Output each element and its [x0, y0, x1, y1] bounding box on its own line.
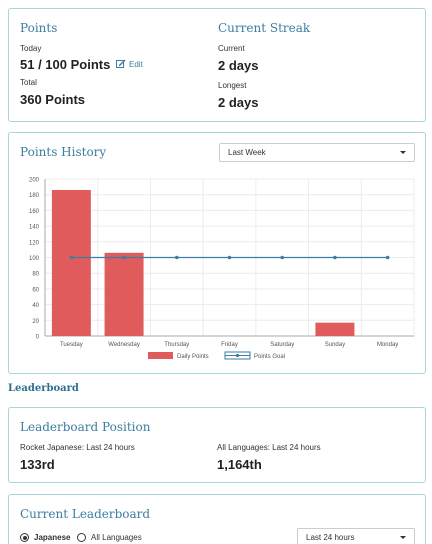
- legend-label-points-goal: Points Goal: [254, 354, 285, 360]
- goal-point: [69, 255, 74, 260]
- streak-heading: Current Streak: [218, 21, 311, 35]
- y-tick-label: 20: [32, 319, 39, 325]
- goal-point: [385, 255, 390, 260]
- y-tick-label: 80: [32, 272, 39, 278]
- edit-label: Edit: [129, 59, 143, 69]
- y-tick-label: 180: [29, 193, 40, 199]
- total-points-value: 360 Points: [20, 92, 86, 107]
- x-tick-label: Friday: [221, 342, 238, 348]
- y-tick-label: 200: [29, 178, 40, 184]
- bar: [51, 189, 91, 336]
- current-leaderboard-heading: Current Leaderboard: [20, 507, 151, 521]
- legend-goal-point: [235, 353, 240, 358]
- y-tick-label: 120: [29, 240, 40, 246]
- x-tick-label: Thursday: [164, 342, 189, 348]
- points-history-heading: Points History: [20, 145, 107, 159]
- chevron-down-icon: [400, 536, 406, 539]
- y-tick-label: 100: [29, 256, 40, 262]
- radio-japanese[interactable]: [20, 533, 29, 542]
- edit-icon: [116, 59, 126, 68]
- rocket-rank-label: Rocket Japanese: Last 24 hours: [20, 443, 135, 452]
- x-tick-label: Sunday: [325, 342, 345, 348]
- longest-streak-value: 2 days: [218, 95, 259, 110]
- current-streak-value: 2 days: [218, 58, 259, 73]
- leaderboard-section-title: Leaderboard: [8, 383, 79, 394]
- longest-streak-label: Longest: [218, 81, 247, 90]
- x-tick-label: Wednesday: [108, 342, 140, 348]
- points-heading: Points: [20, 21, 58, 35]
- history-range-value: Last Week: [228, 148, 266, 157]
- all-languages-rank-value: 1,164th: [217, 457, 262, 472]
- radio-all-languages-label: All Languages: [91, 533, 142, 542]
- goal-point: [280, 255, 285, 260]
- radio-japanese-label: Japanese: [34, 533, 71, 542]
- current-streak-label: Current: [218, 44, 245, 53]
- y-tick-label: 160: [29, 209, 40, 215]
- total-label: Total: [20, 78, 37, 87]
- history-range-select[interactable]: Last Week: [219, 143, 415, 162]
- x-tick-label: Tuesday: [60, 342, 83, 348]
- today-points-value: 51 / 100 Points: [20, 57, 111, 72]
- today-label: Today: [20, 44, 42, 53]
- leaderboard-range-value: Last 24 hours: [306, 533, 355, 542]
- legend-swatch-daily-points: [148, 352, 173, 359]
- leaderboard-position-heading: Leaderboard Position: [20, 420, 151, 434]
- y-tick-label: 0: [36, 335, 40, 341]
- current-leaderboard-panel: Current Leaderboard Japanese All Languag…: [8, 494, 426, 544]
- x-tick-label: Monday: [377, 342, 398, 348]
- bar: [315, 322, 355, 336]
- y-tick-label: 60: [32, 287, 39, 293]
- edit-goal-link[interactable]: Edit: [116, 59, 143, 69]
- leaderboard-range-select[interactable]: Last 24 hours: [297, 528, 415, 544]
- legend-label-daily-points: Daily Points: [177, 354, 209, 360]
- leaderboard-position-panel: Leaderboard Position Rocket Japanese: La…: [8, 407, 426, 483]
- goal-point: [174, 255, 179, 260]
- radio-all-languages[interactable]: [77, 533, 86, 542]
- points-history-chart: 0 20 40 60 80 100 120 140 160 180 200 Tuesday Wednes…: [29, 178, 415, 360]
- goal-point: [227, 255, 232, 260]
- y-tick-label: 40: [32, 303, 39, 309]
- stats-panel: Points Today 51 / 100 Points Edit Total …: [8, 8, 426, 122]
- all-languages-rank-label: All Languages: Last 24 hours: [217, 443, 321, 452]
- chevron-down-icon: [400, 151, 406, 154]
- goal-point: [122, 255, 126, 260]
- rocket-rank-value: 133rd: [20, 457, 55, 472]
- x-tick-label: Saturday: [270, 342, 294, 348]
- points-history-panel: Points History Last Week 0 20 40 60 80 100 120…: [8, 132, 426, 374]
- bar: [104, 252, 144, 336]
- goal-point: [333, 255, 337, 260]
- y-tick-label: 140: [29, 225, 40, 231]
